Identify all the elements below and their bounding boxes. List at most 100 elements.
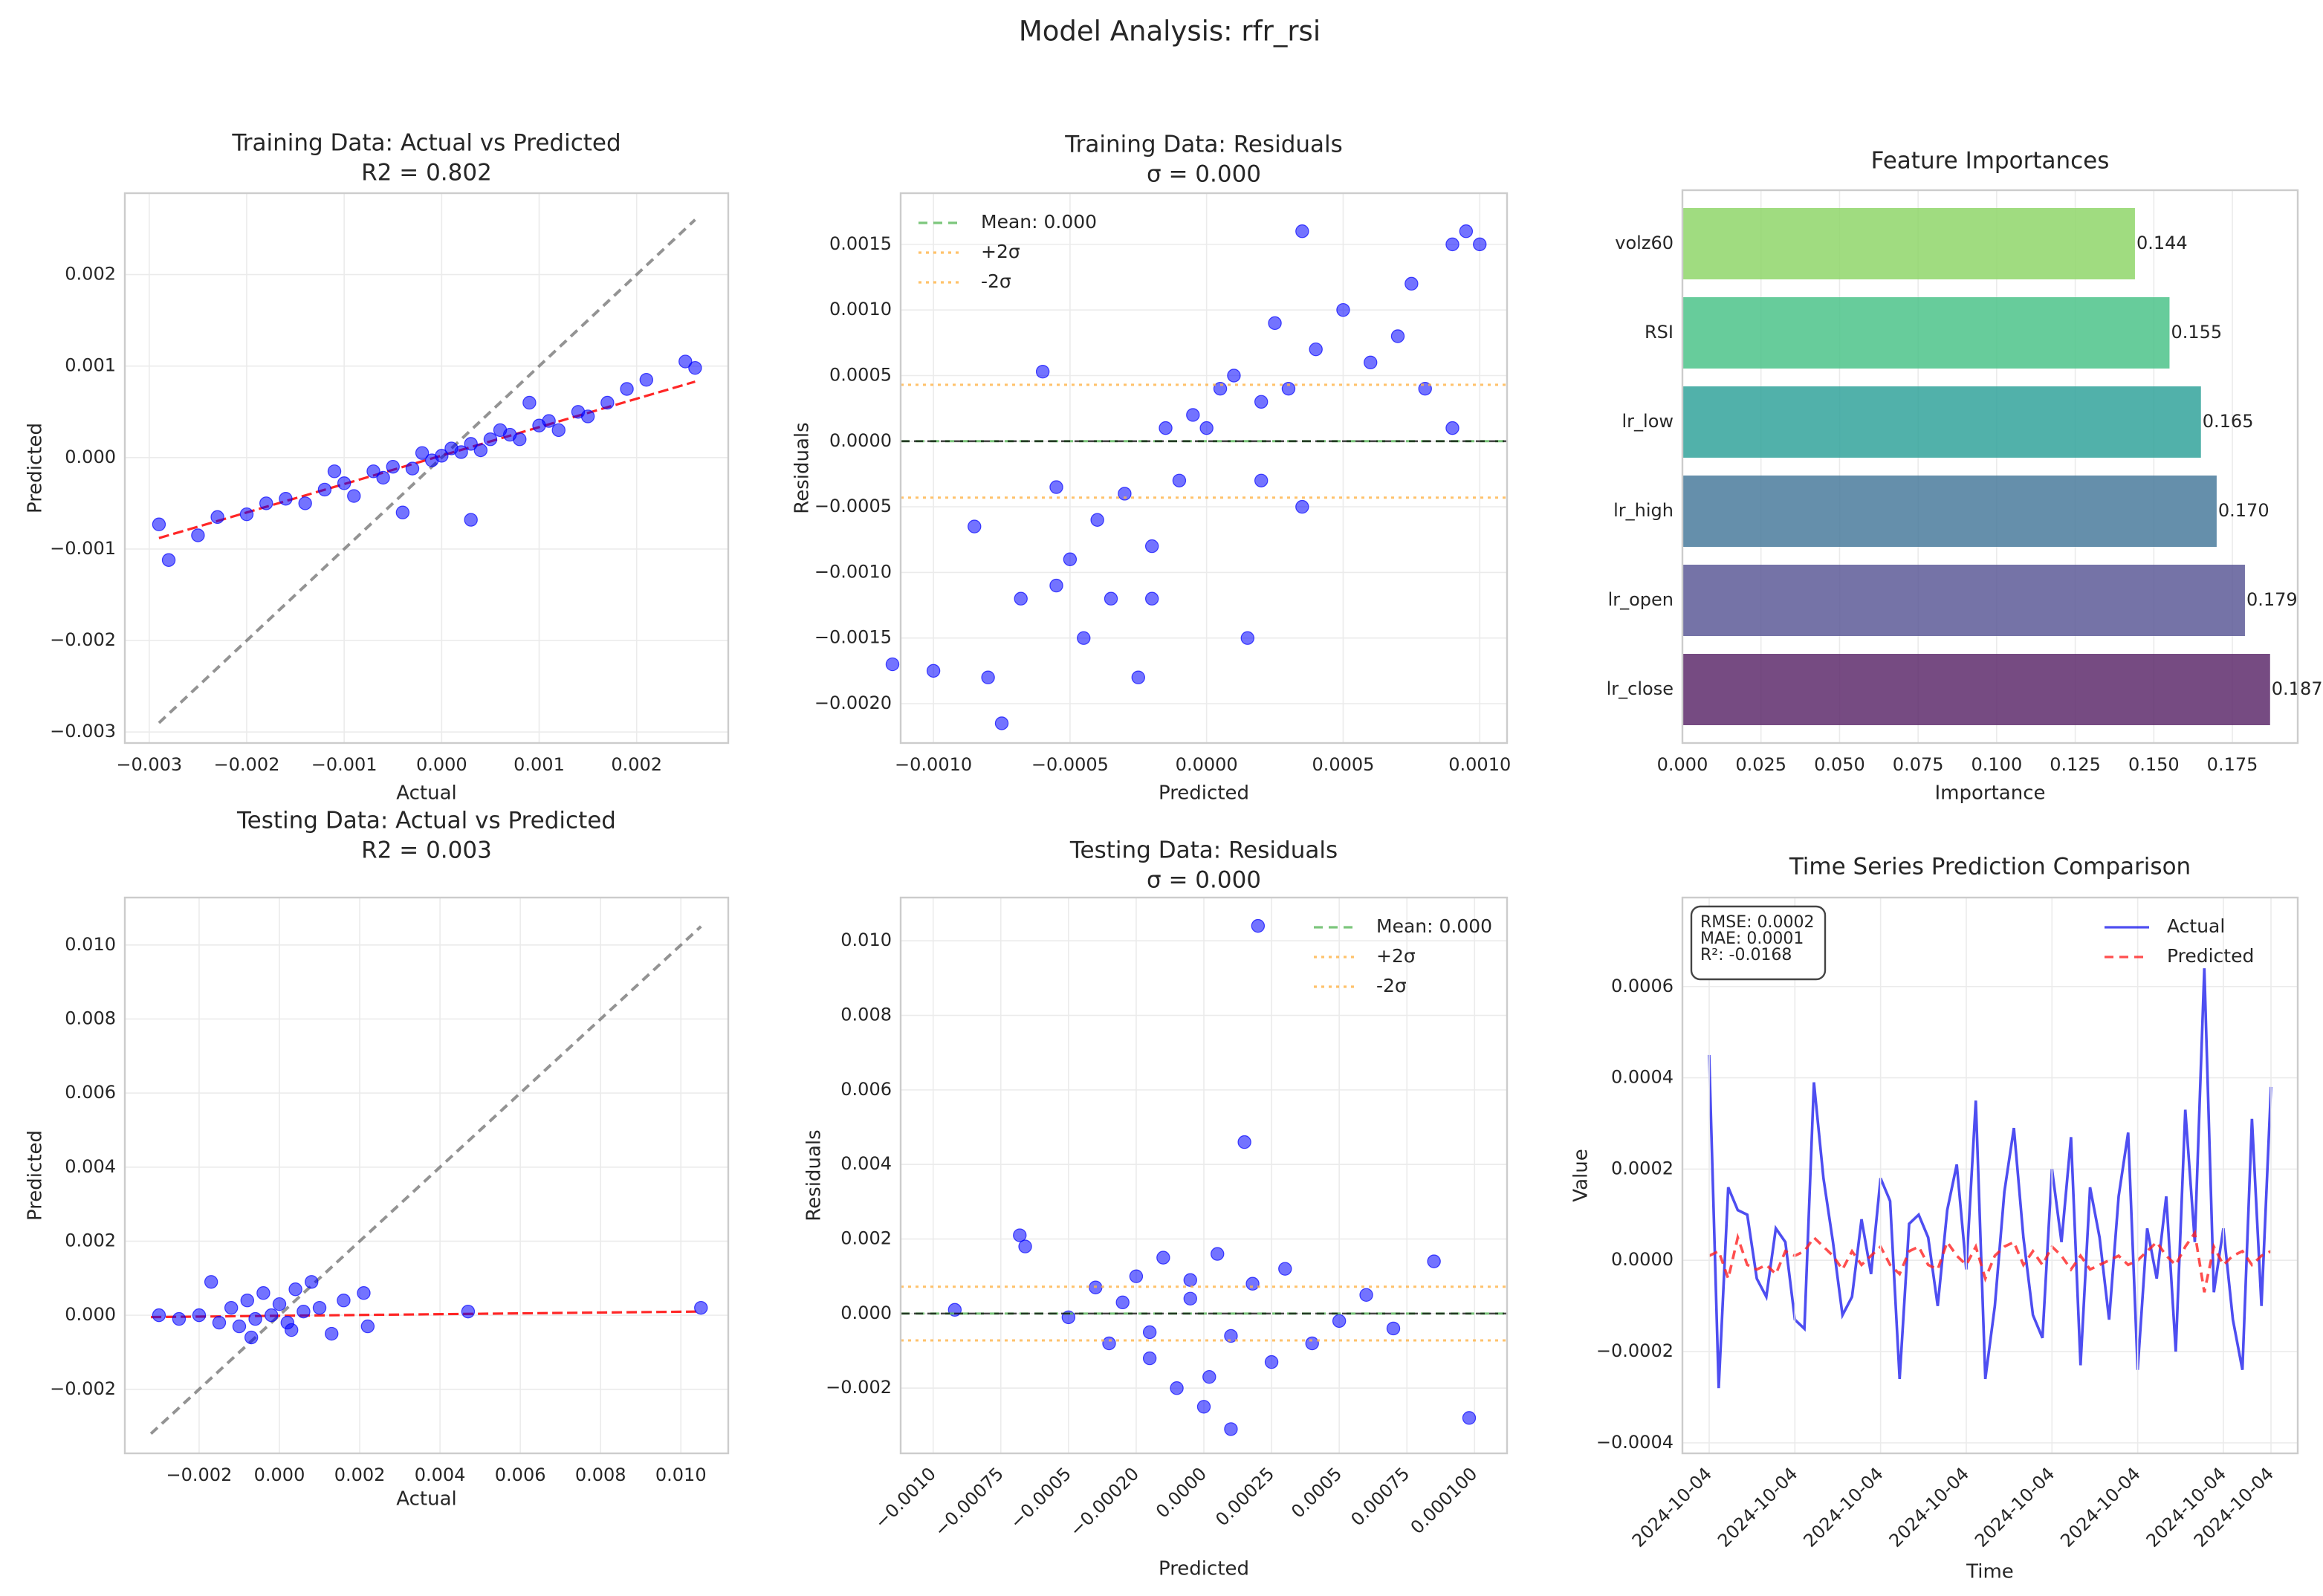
x-tick-label: 0.0000 [1176,754,1238,775]
point [551,423,566,438]
point [1364,355,1378,370]
plot-area [149,925,708,1436]
point [1131,670,1145,684]
fit-line [151,1310,702,1319]
point [337,476,351,490]
y-tick-label: lr_high [1613,500,1674,521]
y-tick-label: 0.0004 [1611,1067,1674,1088]
point [212,1315,227,1330]
point [1278,1262,1292,1276]
y-axis-label: Predicted [25,1130,47,1221]
y-tick-label: 0.002 [65,1230,116,1250]
point [1144,539,1159,554]
legend-label: Mean: 0.000 [981,211,1097,233]
x-tick-label: 0.050 [1814,754,1865,775]
x-tick-label: 0.002 [334,1464,386,1485]
x-tick-label: −0.002 [214,754,280,775]
point [327,464,342,479]
point [386,459,400,474]
y-tick-label: 0.010 [840,930,892,950]
point [1224,1422,1238,1436]
point [1156,1250,1170,1265]
point [1332,1314,1347,1329]
chart-title: Time Series Prediction Comparison [1789,854,2191,880]
point [968,519,982,533]
x-axis-label: Actual [396,782,456,805]
point [513,432,527,447]
point [1144,591,1159,606]
point [885,657,900,672]
y-tick-label: 0.0000 [829,430,892,451]
point [1305,1336,1319,1351]
y-tick-label: −0.0010 [814,561,892,582]
point [347,489,361,503]
axes-frame [899,896,1509,1455]
point [1183,1273,1197,1287]
point [981,670,995,684]
x-tick-label: 0.006 [495,1464,546,1485]
point [694,1300,708,1315]
x-axis-label: Actual [396,1488,456,1511]
chart-subtitle: σ = 0.000 [1147,867,1261,894]
point [161,553,176,567]
point [224,1300,239,1315]
y-tick-label: −0.0015 [814,627,892,648]
point [415,446,430,460]
legend-label: Mean: 0.000 [1376,915,1492,937]
x-tick-label: 0.001 [513,754,565,775]
y-tick-label: 0.0000 [1611,1249,1674,1270]
point [1186,408,1200,422]
x-tick-label: 0.025 [1735,754,1786,775]
point [232,1319,247,1334]
point [1281,381,1296,396]
point [1115,1295,1130,1310]
point [1196,1400,1211,1414]
point [1240,631,1255,645]
axes-frame [899,192,1509,745]
y-axis-label: Value [1570,1149,1593,1201]
y-tick-label: 0.0002 [1611,1158,1674,1178]
y-tick-label: lr_open [1608,589,1674,610]
y-tick-label: 0.002 [840,1228,892,1249]
bar-value-label: 0.179 [2246,589,2298,610]
x-tick-label: 0.010 [655,1464,707,1485]
x-tick-label: 0.125 [2050,754,2101,775]
y-tick-label: lr_close [1607,678,1674,699]
point [1183,1291,1197,1306]
panel: Feature Importances Importance 0.000 0.025 0… [1607,148,2323,805]
point [272,1297,287,1311]
annotation: RMSE: 0.0002 [1700,913,1815,932]
x-tick-label: 0.0010 [1448,754,1511,775]
point [1142,1351,1157,1366]
point [1142,1325,1157,1340]
y-tick-label: −0.0002 [1596,1340,1674,1361]
point [305,1275,319,1289]
point [312,1300,327,1315]
point [256,1286,270,1300]
x-tick-label: 0.000 [1657,754,1708,775]
point [376,470,390,485]
chart-title: Feature Importances [1871,148,2110,175]
point [405,461,420,476]
point [1018,1239,1032,1253]
chart-title: Testing Data: Actual vs Predicted [236,808,616,834]
point [1102,1336,1116,1351]
point [1359,1288,1373,1302]
legend-label: -2σ [1376,975,1407,996]
axes-frame [123,896,730,1455]
point [1213,381,1228,396]
point [1211,1247,1225,1261]
point [1251,918,1266,933]
x-tick-label: 0.000 [254,1464,305,1485]
point [580,409,595,424]
point [279,492,293,506]
x-tick-label: −0.002 [166,1464,233,1485]
point [1268,316,1282,331]
point [464,437,478,451]
annotation: MAE: 0.0001 [1700,930,1804,948]
point [192,1308,207,1323]
y-tick-label: lr_low [1621,411,1674,432]
point [152,1308,166,1323]
point [395,505,410,519]
